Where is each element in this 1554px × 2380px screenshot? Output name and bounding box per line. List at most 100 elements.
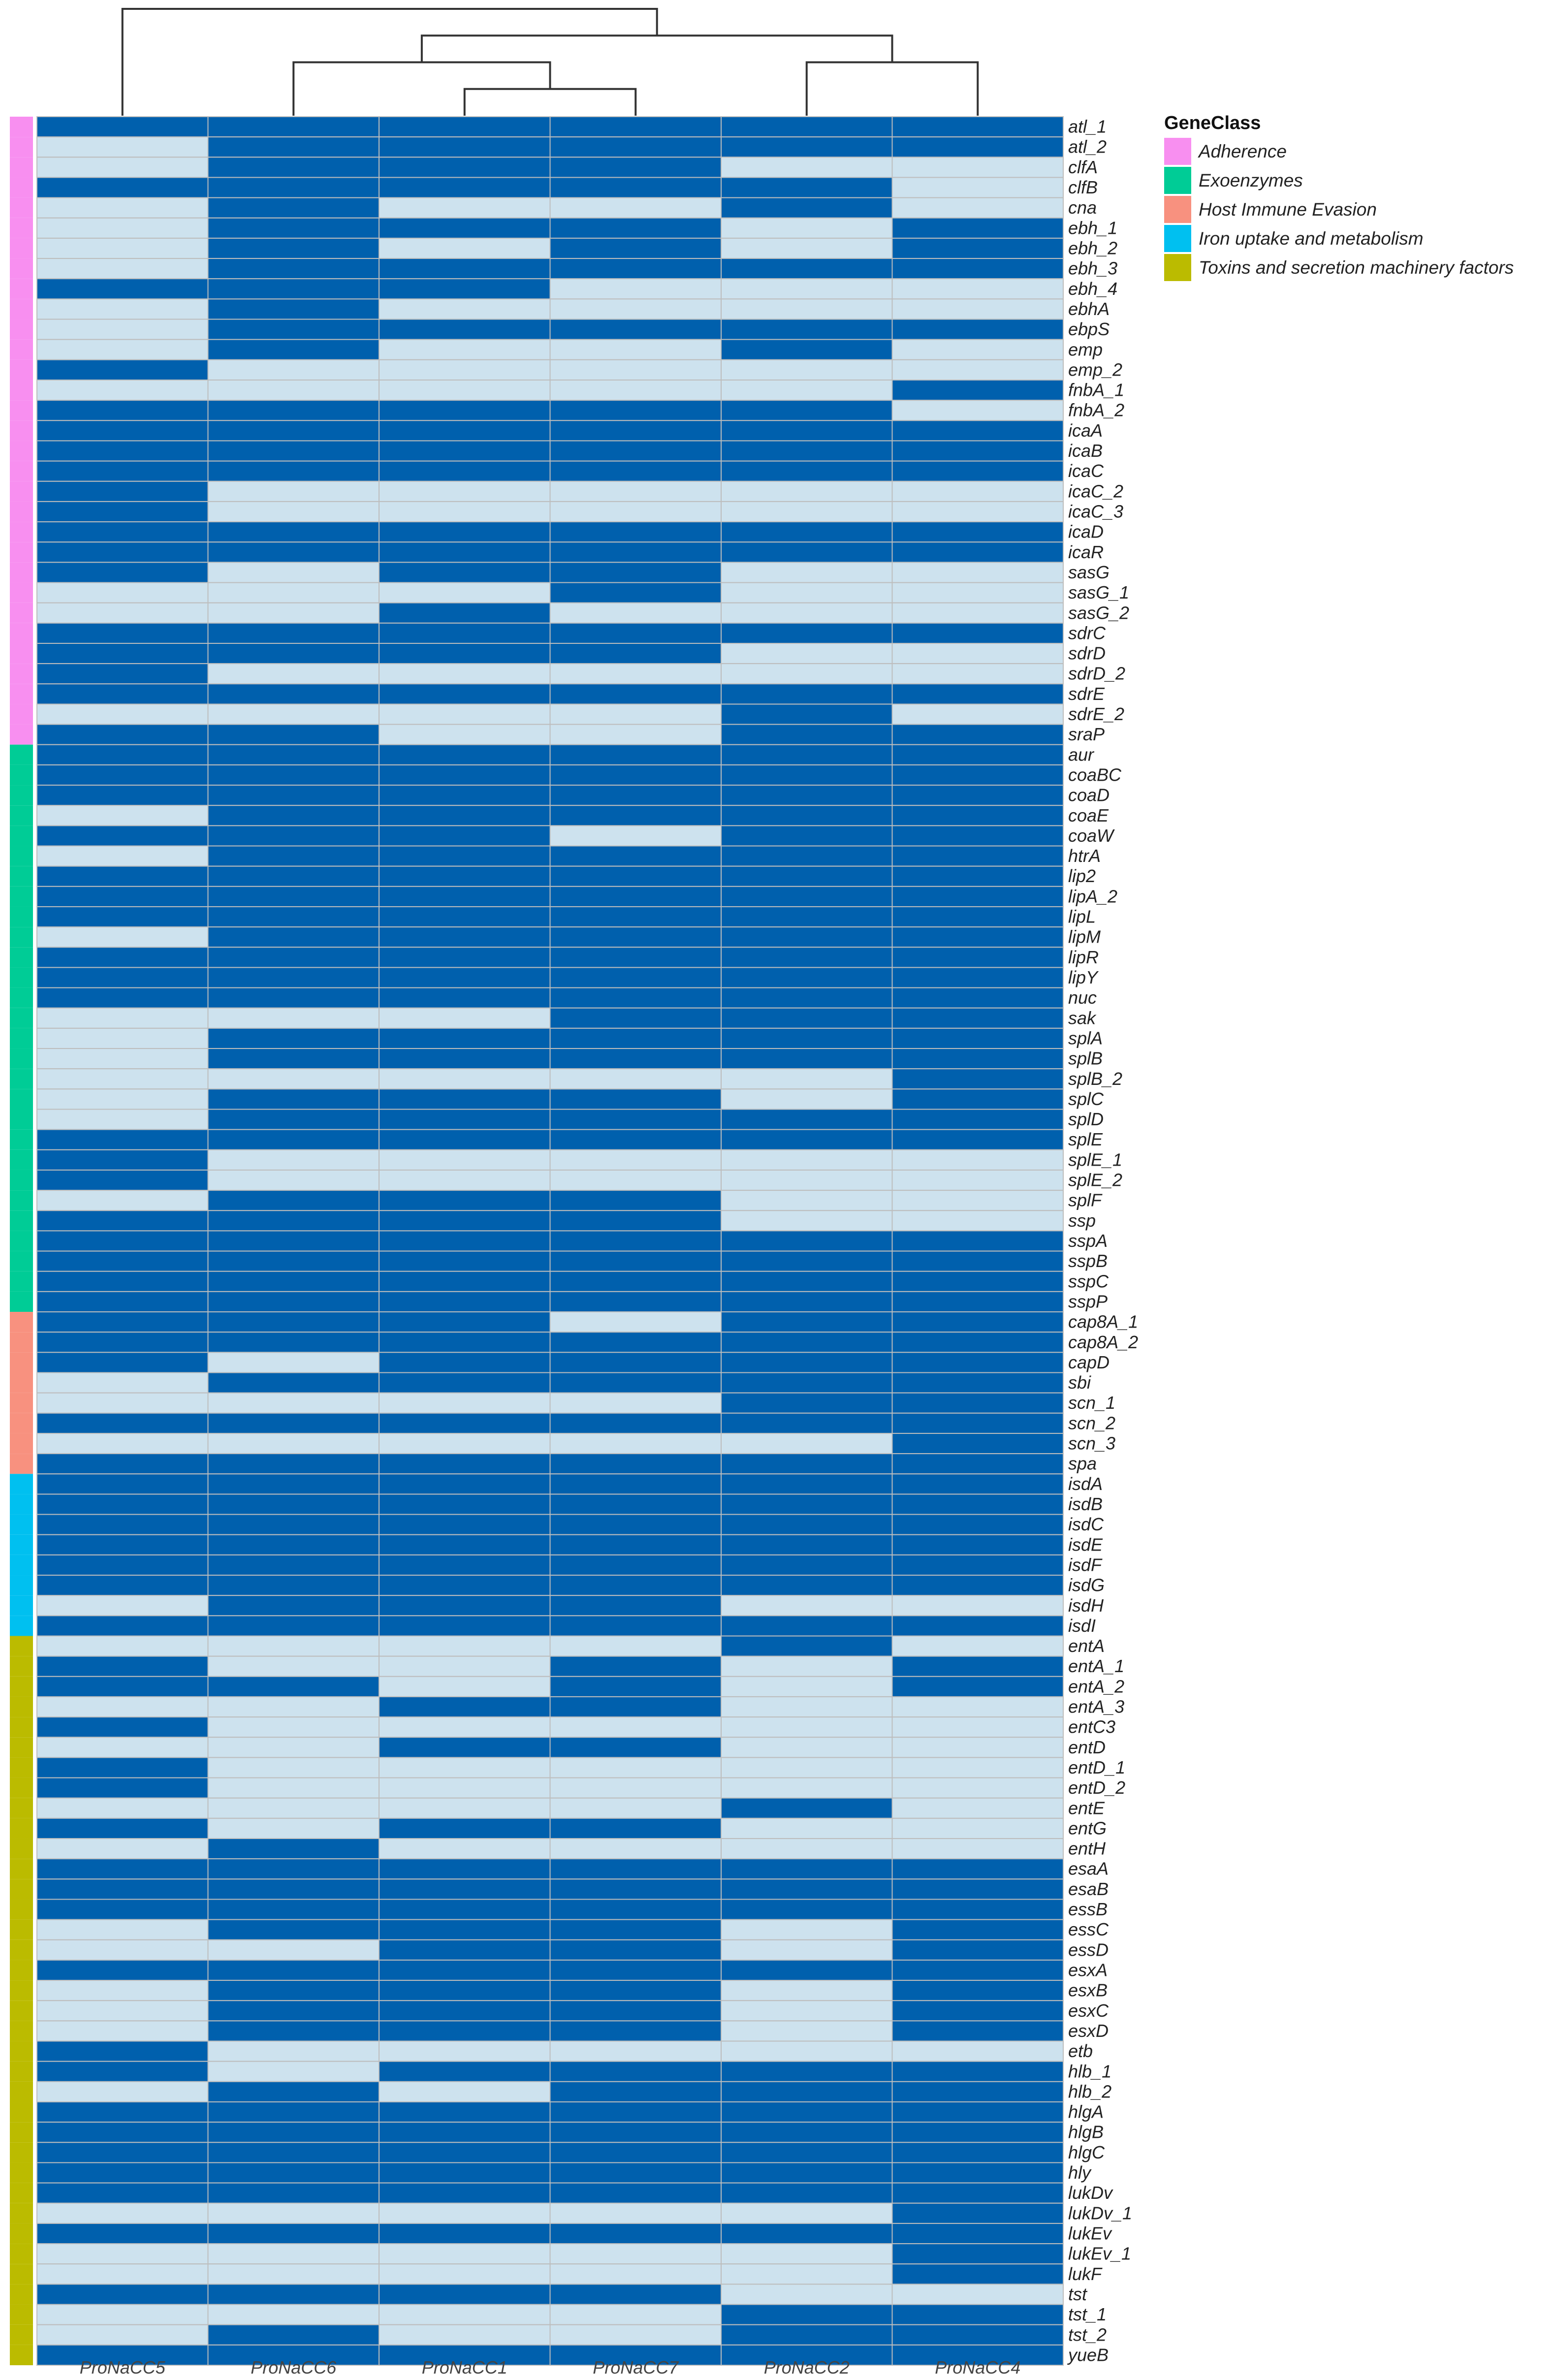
class-bar-cell [10, 805, 33, 826]
heatmap-cell [549, 1270, 722, 1292]
heatmap-cell [379, 724, 551, 745]
heatmap-cell [379, 1838, 551, 1860]
class-bar-cell [10, 1555, 33, 1576]
row-label: tst_1 [1068, 2304, 1107, 2324]
heatmap-cell [891, 1392, 1064, 1414]
heatmap-cell [891, 1169, 1064, 1191]
class-bar-cell [10, 441, 33, 461]
heatmap-cell [207, 906, 380, 928]
row-label: entD [1068, 1737, 1106, 1757]
heatmap-cell [379, 744, 551, 765]
heatmap-cell [36, 116, 209, 138]
heatmap-cell [207, 1980, 380, 2001]
heatmap-cell [721, 1959, 893, 1981]
heatmap-cell [549, 987, 722, 1009]
row-label: emp_2 [1068, 359, 1122, 380]
row-label: ebhA [1068, 299, 1110, 319]
heatmap-cell [379, 400, 551, 421]
class-bar-cell [10, 380, 33, 401]
heatmap-cell [36, 1291, 209, 1313]
class-bar-cell [10, 1048, 33, 1069]
heatmap-cell [379, 1412, 551, 1434]
heatmap-cell [379, 318, 551, 340]
heatmap-cell [379, 1777, 551, 1799]
row-label: sdrE_2 [1068, 704, 1124, 724]
class-bar-cell [10, 1514, 33, 1535]
heatmap-cell [891, 177, 1064, 198]
heatmap-cell [891, 2222, 1064, 2245]
class-bar-cell [10, 2324, 33, 2345]
heatmap-cell [891, 2263, 1064, 2285]
heatmap-cell [721, 501, 893, 523]
heatmap-cell [549, 1068, 722, 1090]
heatmap-cell [36, 744, 209, 765]
heatmap-cell [891, 1129, 1064, 1150]
heatmap-cell [891, 1230, 1064, 1252]
heatmap-cell [549, 298, 722, 320]
row-label: aur [1068, 744, 1095, 764]
heatmap-cell [36, 1088, 209, 1110]
heatmap-cell [207, 926, 380, 948]
row-label: atl_1 [1068, 117, 1107, 137]
heatmap-cell [379, 1595, 551, 1617]
row-label: lukEv_1 [1068, 2244, 1131, 2264]
heatmap-cell [721, 136, 893, 158]
heatmap-cell [36, 2243, 209, 2265]
heatmap-cell [379, 1858, 551, 1880]
heatmap-cell [891, 663, 1064, 685]
heatmap-cell [891, 825, 1064, 847]
heatmap-cell [549, 764, 722, 786]
heatmap-cell [721, 1899, 893, 1920]
heatmap-cell [36, 1250, 209, 1272]
heatmap-cell [36, 2284, 209, 2305]
row-label: sasG [1068, 562, 1110, 582]
class-bar-cell [10, 1636, 33, 1656]
heatmap-cell [207, 1230, 380, 1252]
heatmap-cell [379, 2324, 551, 2346]
row-label: esaA [1068, 1859, 1109, 1879]
class-bar-cell [10, 2142, 33, 2163]
class-bar-cell [10, 825, 33, 846]
heatmap-cell [36, 1817, 209, 1840]
row-label: esxD [1068, 2021, 1109, 2041]
heatmap-cell [549, 197, 722, 219]
heatmap-cell [379, 582, 551, 603]
class-bar-cell [10, 501, 33, 522]
heatmap-cell [36, 1959, 209, 1981]
class-bar-cell [10, 177, 33, 198]
class-bar-cell [10, 886, 33, 907]
heatmap-cell [721, 2324, 893, 2346]
heatmap-cell [721, 1777, 893, 1799]
heatmap-cell [36, 1757, 209, 1778]
heatmap-cell [36, 764, 209, 786]
row-label: lukDv [1068, 2183, 1113, 2203]
heatmap-cell [207, 1270, 380, 1292]
class-bar-cell [10, 1372, 33, 1393]
heatmap-cell [207, 318, 380, 340]
heatmap-cell [207, 1899, 380, 1920]
heatmap-cell [207, 1797, 380, 1819]
heatmap-cell [549, 2304, 722, 2325]
row-label: icaA [1068, 420, 1103, 441]
heatmap-cell [891, 1048, 1064, 1070]
heatmap-cell [207, 177, 380, 198]
heatmap-cell [549, 2263, 722, 2285]
heatmap-cell [36, 1878, 209, 1900]
row-label: splA [1068, 1028, 1103, 1048]
row-label: entA_1 [1068, 1656, 1124, 1676]
heatmap-cell [721, 1027, 893, 1049]
heatmap-cell [379, 501, 551, 523]
heatmap-cell [549, 2243, 722, 2265]
heatmap-cell [379, 1817, 551, 1840]
row-label: cna [1068, 197, 1097, 218]
heatmap-cell [549, 1575, 722, 1596]
heatmap-cell [891, 318, 1064, 340]
heatmap-cell [721, 1615, 893, 1637]
heatmap-cell [891, 1696, 1064, 1718]
heatmap-cell [379, 1332, 551, 1353]
heatmap-cell [721, 359, 893, 381]
row-label: isdH [1068, 1595, 1104, 1616]
heatmap-cell [36, 1190, 209, 1211]
heatmap-cell [549, 1392, 722, 1414]
heatmap-cell [36, 1048, 209, 1070]
